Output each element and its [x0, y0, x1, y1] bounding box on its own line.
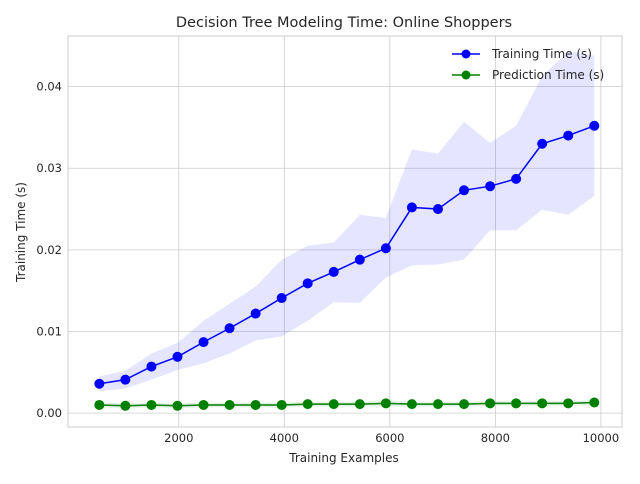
training-time-s-point: [563, 130, 574, 141]
plot-background: [68, 36, 622, 427]
chart-title: Decision Tree Modeling Time: Online Shop…: [176, 15, 512, 31]
prediction-time-s-point: [146, 399, 157, 410]
legend: Training Time (s) Prediction Time (s): [452, 47, 604, 82]
prediction-time-s-point: [459, 399, 470, 410]
y-tick-label: 0.01: [36, 324, 62, 338]
y-tick-label: 0.04: [36, 80, 62, 94]
prediction-time-s-point: [94, 399, 105, 410]
plot-border: [67, 35, 623, 428]
x-tick-label: 6000: [375, 431, 404, 445]
y-axis-label: Training Time (s): [14, 182, 28, 283]
x-tick-label: 4000: [270, 431, 299, 445]
training-time-s-point: [485, 181, 496, 192]
series-markers: [94, 120, 600, 411]
prediction-time-s-point: [537, 398, 548, 409]
x-axis-label: Training Examples: [288, 451, 398, 465]
prediction-time-s-point: [120, 400, 131, 411]
training-time-s-point: [406, 202, 417, 213]
prediction-time-s-point: [380, 398, 391, 409]
training-time-s-point: [146, 361, 157, 372]
x-axis-ticks: 2000 4000 6000 8000 10000: [164, 431, 619, 445]
grid-lines: [68, 36, 622, 427]
prediction-time-s-point: [302, 399, 313, 410]
prediction-time-s-point: [354, 399, 365, 410]
training-time-s-point: [432, 204, 443, 215]
prediction-time-s-point: [276, 399, 287, 410]
training-time-s-band: [99, 51, 595, 392]
prediction-time-s-point: [589, 397, 600, 408]
x-tick-label: 10000: [583, 431, 620, 445]
training-time-s-point: [511, 173, 522, 184]
training-time-s-point: [250, 308, 261, 319]
prediction-time-s-point: [328, 399, 339, 410]
training-time-s-point: [354, 254, 365, 265]
y-tick-label: 0.02: [36, 243, 62, 257]
training-time-s-point: [589, 120, 600, 131]
training-time-s-point: [328, 266, 339, 277]
prediction-time-s-point: [224, 399, 235, 410]
x-tick-label: 2000: [164, 431, 193, 445]
prediction-time-s-point: [198, 399, 209, 410]
prediction-time-s-point: [485, 398, 496, 409]
training-time-s-point: [380, 243, 391, 254]
legend-training-time-s-label: Training Time (s): [491, 47, 592, 61]
plot-area: [68, 36, 622, 427]
y-tick-label: 0.03: [36, 161, 62, 175]
training-time-s-point: [120, 374, 131, 385]
training-time-s-point: [302, 278, 313, 289]
plot-frame: [67, 35, 623, 428]
training-time-s-point: [198, 337, 209, 348]
y-tick-label: 0.00: [36, 406, 62, 420]
training-time-s-point: [459, 185, 470, 196]
training-time-s-point: [224, 323, 235, 334]
legend-training-time-s-marker: [461, 49, 471, 59]
training-time-s-point: [276, 293, 287, 304]
legend-prediction-time-s-label: Prediction Time (s): [492, 68, 604, 82]
prediction-time-s-point: [172, 400, 183, 411]
training-time-s-point: [537, 138, 548, 149]
prediction-time-s-point: [511, 398, 522, 409]
prediction-time-s-point: [432, 399, 443, 410]
x-tick-label: 8000: [481, 431, 510, 445]
y-axis-ticks: 0.00 0.01 0.02 0.03 0.04: [36, 80, 62, 421]
training-time-s-point: [172, 351, 183, 362]
prediction-time-s-point: [406, 399, 417, 410]
prediction-time-s-point: [563, 398, 574, 409]
training-time-s-point: [94, 378, 105, 389]
legend-prediction-time-s-marker: [461, 70, 471, 80]
prediction-time-s-point: [250, 399, 261, 410]
